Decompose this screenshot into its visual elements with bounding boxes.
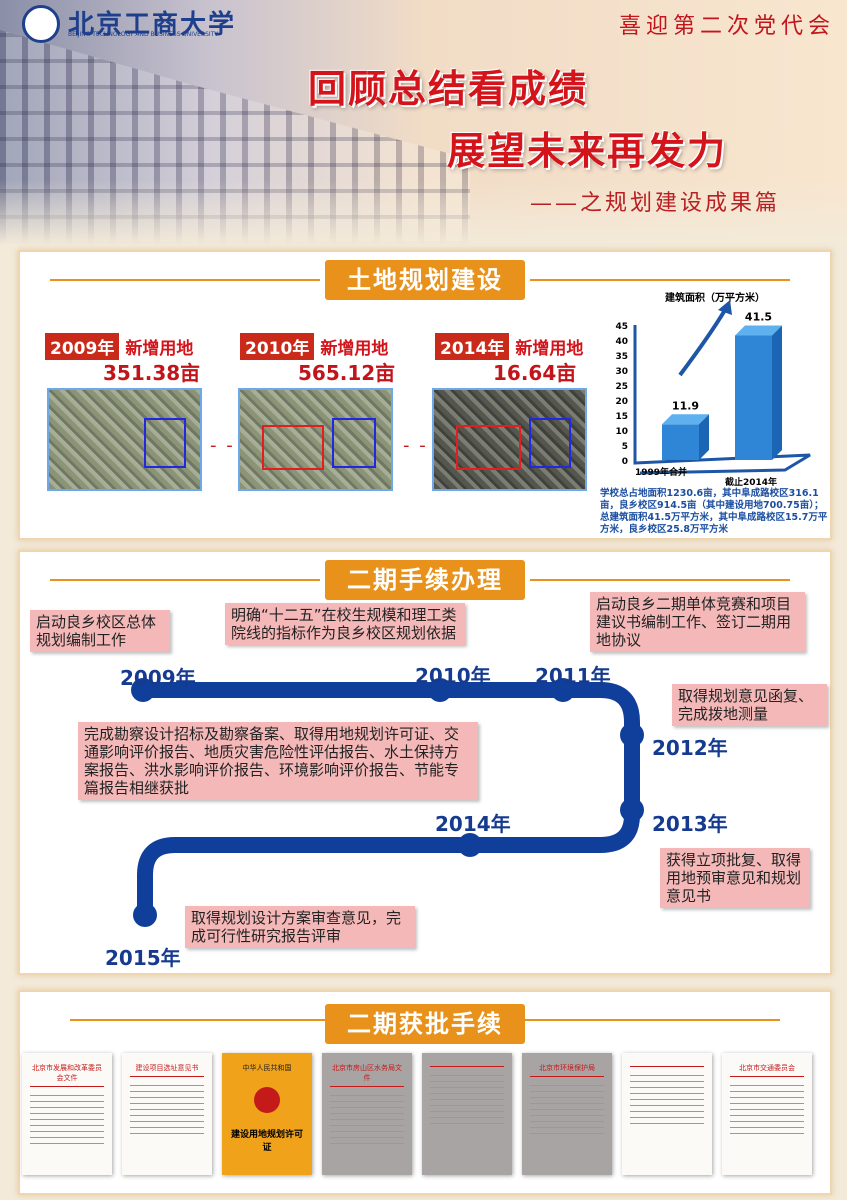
- land-item-2009: 2009年 新增用地: [45, 333, 193, 360]
- year-label: 2010年: [415, 664, 491, 688]
- land-value: 351.38亩: [103, 361, 201, 385]
- y-tick-label: 5: [622, 442, 628, 452]
- timeline-dot-2010: [428, 678, 452, 702]
- approval-document-6: [622, 1053, 712, 1175]
- bar-0: [662, 424, 699, 460]
- data-label: 41.5: [745, 311, 772, 324]
- university-seal-icon: [22, 5, 60, 43]
- chart-axis: [633, 325, 811, 475]
- y-tick-label: 20: [615, 397, 628, 407]
- event-2011: 启动良乡二期单体竞赛和项目建议书编制工作、签订二期用地协议: [590, 592, 805, 652]
- aerial-map-2010: [238, 388, 393, 491]
- chart-title: 建筑面积（万平方米）: [664, 291, 765, 304]
- timeline-dot-2009: [131, 678, 155, 702]
- y-tick-label: 10: [615, 427, 628, 437]
- event-2014: 完成勘察设计招标及勘察备案、取得用地规划许可证、交通影响评价报告、地质灾害危险性…: [78, 722, 478, 800]
- y-tick-label: 25: [615, 382, 628, 392]
- y-tick-label: 30: [615, 367, 628, 377]
- approval-document-1: 建设项目选址意见书: [122, 1053, 212, 1175]
- land-value: 16.64亩: [493, 361, 577, 385]
- bar-top-0: [662, 414, 709, 425]
- year-label: 2014年: [435, 812, 511, 836]
- land-summary-note: 学校总占地面积1230.6亩，其中阜成路校区316.1亩，良乡校区914.5亩（…: [600, 488, 828, 535]
- y-tick-label: 15: [615, 412, 628, 422]
- data-label: 11.9: [672, 399, 699, 412]
- event-2015: 取得规划设计方案审查意见，完成可行性研究报告评审: [185, 906, 415, 948]
- event-2013: 获得立项批复、取得用地预审意见和规划意见书: [660, 848, 810, 908]
- section-title: 土地规划建设: [325, 260, 525, 300]
- aerial-map-2014: [432, 388, 587, 491]
- subtitle: ——之规划建设成果篇: [530, 191, 781, 216]
- timeline-dot-2011: [551, 678, 575, 702]
- y-tick-label: 0: [622, 457, 628, 467]
- y-tick-label: 40: [615, 337, 628, 347]
- land-value: 565.12亩: [298, 361, 396, 385]
- timeline-path: [131, 678, 644, 927]
- timeline-dot-2013: [620, 798, 644, 822]
- year-label: 2011年: [535, 664, 611, 688]
- main-title-2: 展望未来再发力: [447, 129, 728, 173]
- aerial-map-2009: [47, 388, 202, 491]
- building-area-chart: 建筑面积（万平方米） 0 5 10 15 20 25 30 35 40 45 11.9 1999年合并 4…: [615, 291, 811, 488]
- year-label: 2013年: [652, 812, 728, 836]
- university-name: 北京工商大学: [68, 10, 237, 40]
- section-title: 二期获批手续: [325, 1004, 525, 1044]
- x-tick-label: 1999年合并: [635, 466, 687, 478]
- timeline-dot-2014: [458, 833, 482, 857]
- growth-arrow-icon: [678, 308, 727, 377]
- university-name-en: BEIJING TECHNOLOGY AND BUSINESS UNIVERSI…: [68, 31, 219, 38]
- event-2009: 启动良乡校区总体规划编制工作: [30, 610, 170, 652]
- year-label: 2012年: [652, 736, 728, 760]
- y-tick-label: 45: [615, 322, 628, 332]
- timeline-dot-2012: [620, 723, 644, 747]
- y-tick-label: 35: [615, 352, 628, 362]
- year-label: 2009年: [120, 666, 196, 690]
- year-label: 2015年: [105, 946, 181, 970]
- approval-document-2: 中华人民共和国 建设用地规划许可证: [222, 1053, 312, 1175]
- approval-document-3: 北京市房山区水务局文件: [322, 1053, 412, 1175]
- x-tick-label: 截止2014年: [725, 476, 777, 488]
- event-2012: 取得规划意见函复、完成拨地测量: [672, 684, 827, 726]
- timeline-dot-2015: [133, 903, 157, 927]
- bar-1: [735, 335, 772, 460]
- main-title-1: 回顾总结看成绩: [308, 67, 589, 111]
- approval-document-5: 北京市环境保护局: [522, 1053, 612, 1175]
- approval-document-0: 北京市发展和改革委员会文件: [22, 1053, 112, 1175]
- land-item-2014: 2014年 新增用地: [435, 333, 583, 360]
- approval-document-7: 北京市交通委员会: [722, 1053, 812, 1175]
- approval-document-4: [422, 1053, 512, 1175]
- bar-side-0: [699, 414, 709, 460]
- bar-side-1: [772, 325, 782, 460]
- bar-top-1: [735, 325, 782, 336]
- banner-text: 喜迎第二次党代会: [618, 14, 835, 39]
- event-2010: 明确“十二五”在校生规模和理工类院线的指标作为良乡校区规划依据: [225, 603, 465, 645]
- header-banner: 北京工商大学 BEIJING TECHNOLOGY AND BUSINESS U…: [0, 0, 847, 245]
- section-title: 二期手续办理: [325, 560, 525, 600]
- national-emblem-icon: [254, 1087, 280, 1113]
- land-item-2010: 2010年 新增用地: [240, 333, 388, 360]
